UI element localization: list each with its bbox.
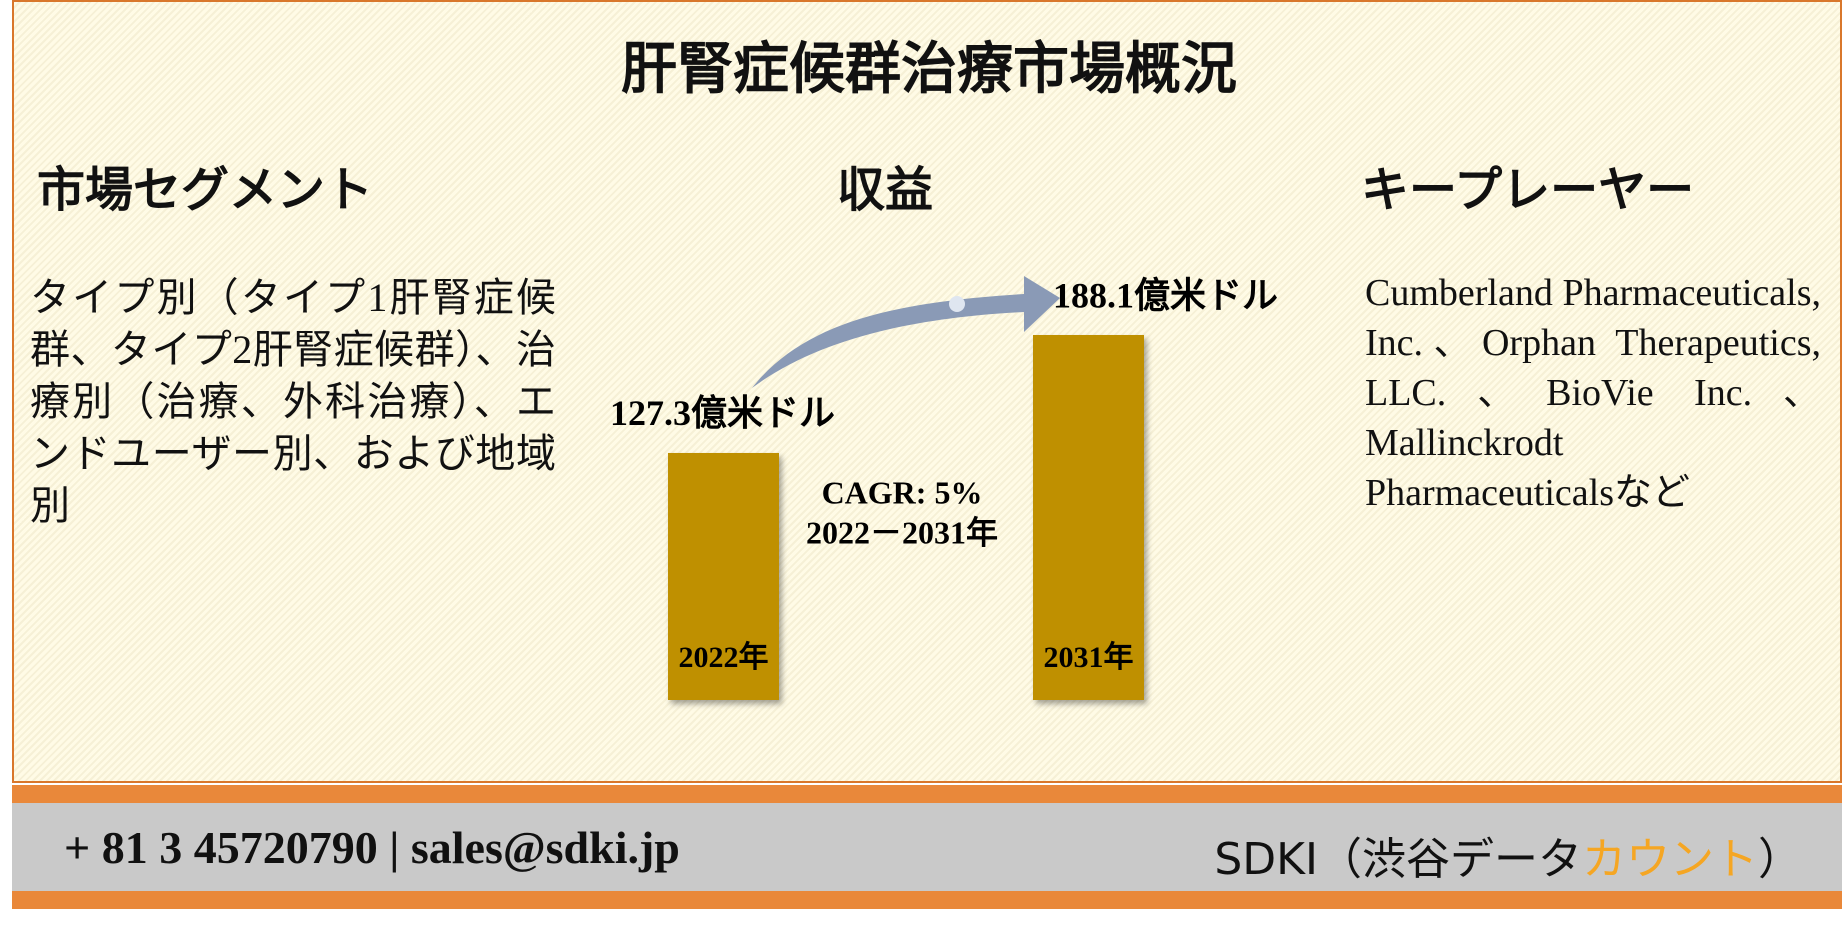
title: 肝腎症候群治療市場概況: [621, 39, 1237, 101]
bar: [668, 452, 779, 700]
contact: + 81 3 45720790 | sales@sdki.jp: [64, 822, 680, 873]
brand-end: ）: [1758, 834, 1802, 885]
panel: 肝腎症候群治療市場概況 市場セグメント 収益 キープレーヤー タイプ別（タイプ1…: [12, 0, 1842, 783]
bar-year: 2022年: [679, 641, 769, 674]
segments-text: タイプ別（タイプ1肝腎症候群、タイプ2肝腎症候群）、治療別（治療、外科治療）、エ…: [30, 275, 556, 528]
players-text: Cumberland Pharmaceuticals, Inc.、Orphan …: [1365, 272, 1821, 514]
value-label: 127.3億米ドル: [610, 393, 835, 433]
revenue-heading: 収益: [836, 164, 933, 217]
segments-heading: 市場セグメント: [37, 164, 374, 217]
revenue-chart: CAGR: 5% 2022－2031年 2022年 127.3億米ドル 2031年 1…: [610, 275, 1278, 700]
bar-year: 2031年: [1044, 641, 1134, 674]
footer-bar: + 81 3 45720790 | sales@sdki.jp SDKI（渋谷デ…: [12, 803, 1842, 891]
footer: + 81 3 45720790 | sales@sdki.jp SDKI（渋谷デ…: [12, 785, 1842, 909]
growth-arrow: [752, 276, 1060, 388]
brand: SDKI（渋谷データカウント）: [1214, 823, 1802, 887]
period: 2022－2031年: [806, 514, 998, 550]
brand-highlight: カウント: [1582, 834, 1758, 885]
cagr: CAGR: 5%: [822, 474, 983, 510]
arrow-dot: [949, 296, 965, 312]
brand-name: SDKI（渋谷データ: [1214, 834, 1582, 885]
value-label: 188.1億米ドル: [1053, 275, 1278, 315]
players-heading: キープレーヤー: [1361, 164, 1695, 217]
bar: [1033, 335, 1144, 700]
